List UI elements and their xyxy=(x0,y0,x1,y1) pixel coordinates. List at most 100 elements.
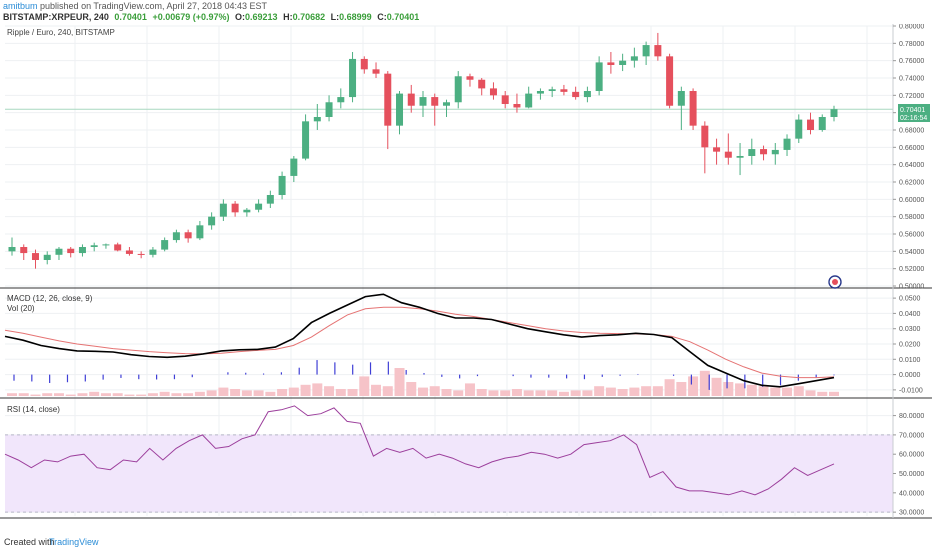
candle-body xyxy=(290,158,298,176)
volume-bar xyxy=(723,382,734,396)
volume-bar xyxy=(42,393,53,396)
price-badge-countdown: 02:16:54 xyxy=(900,115,927,122)
candle-body xyxy=(807,119,815,130)
volume-bar xyxy=(65,394,76,396)
price-tick-label: 0.62000 xyxy=(899,180,924,187)
volume-bar xyxy=(746,384,757,396)
volume-bar xyxy=(782,387,793,396)
price-tick-label: 0.80000 xyxy=(899,24,924,31)
rsi-band-fill xyxy=(5,434,893,513)
rsi-band xyxy=(5,434,893,513)
indicator-lines xyxy=(4,293,835,496)
candle-body xyxy=(372,69,380,74)
volume-bar xyxy=(699,370,710,396)
candle-body xyxy=(642,45,650,57)
published-text: published on TradingView.com, April 27, … xyxy=(40,1,268,11)
ohlc-line: BITSTAMP:XRPEUR, 240 0.70401 +0.00679 (+… xyxy=(3,12,422,23)
price-tick-label: 0.68000 xyxy=(899,128,924,135)
volume-bar xyxy=(464,383,475,396)
candle-body xyxy=(90,245,98,247)
candle-body xyxy=(501,95,509,104)
volume-bar xyxy=(511,389,522,396)
candle-body xyxy=(748,149,756,156)
volume-bar xyxy=(758,386,769,396)
volume-bar xyxy=(112,393,123,396)
price-tick-label: 0.50000 xyxy=(899,284,924,291)
price-badge: 0.70401 02:16:54 xyxy=(898,104,930,122)
candle-body xyxy=(255,203,263,210)
volume-bar xyxy=(171,393,182,396)
candle-body xyxy=(478,79,486,89)
volume-bar xyxy=(641,386,652,396)
candle-body xyxy=(184,232,192,239)
candle-body xyxy=(419,97,427,106)
volume-bar xyxy=(359,376,370,396)
price-tick-label: 0.76000 xyxy=(899,58,924,65)
candle-body xyxy=(736,156,744,158)
candle-body xyxy=(149,249,157,255)
candle-body xyxy=(55,248,63,255)
volume-bar xyxy=(194,391,205,396)
volume-bar xyxy=(711,377,722,396)
candle-body xyxy=(466,76,474,80)
candle-body xyxy=(454,76,462,103)
volume-bar xyxy=(617,389,628,396)
candle-body xyxy=(795,119,803,139)
rsi-tick-label: 30.0000 xyxy=(899,510,924,517)
candle-body xyxy=(630,56,638,61)
candle-body xyxy=(771,149,779,155)
volume-bar xyxy=(394,368,405,396)
volume-bar xyxy=(218,387,229,396)
volume-bar xyxy=(500,390,511,396)
rsi-tick-label: 40.0000 xyxy=(899,490,924,497)
candle-body xyxy=(172,232,180,241)
price-tick-label: 0.60000 xyxy=(899,197,924,204)
candle-body xyxy=(760,149,768,155)
candle-body xyxy=(243,209,251,213)
tradingview-brand-link[interactable]: TradingView xyxy=(49,537,99,547)
candle-body xyxy=(43,254,51,260)
volume-bar xyxy=(582,390,593,396)
last-price: 0.70401 xyxy=(114,12,147,22)
price-badge-bg xyxy=(898,104,930,122)
volume-bar xyxy=(535,390,546,396)
volume-bar xyxy=(406,382,417,396)
chart-area[interactable]: 0.800000.780000.760000.740000.720000.700… xyxy=(0,24,932,524)
candle-body xyxy=(689,91,697,126)
price-axes[interactable]: 0.800000.780000.760000.740000.720000.700… xyxy=(893,24,924,517)
volume-bar xyxy=(817,391,828,396)
macd-tick-label: 0.0500 xyxy=(899,296,921,303)
candle-body xyxy=(78,247,86,254)
candles xyxy=(8,32,838,269)
rsi-tick-label: 70.0000 xyxy=(899,432,924,439)
volume-bar xyxy=(159,391,170,396)
open-value: 0.69213 xyxy=(245,12,278,22)
publish-line: amitbum published on TradingView.com, Ap… xyxy=(3,1,267,12)
rsi-pane-title: RSI (14, close) xyxy=(7,405,60,414)
volume-bar xyxy=(206,390,217,396)
candle-body xyxy=(619,60,627,65)
macd-line xyxy=(4,293,835,388)
volume-bar xyxy=(324,386,335,396)
volume-bar xyxy=(288,387,299,396)
volume-bar xyxy=(147,393,158,396)
author-link[interactable]: amitbum xyxy=(3,1,38,11)
volume-bar xyxy=(77,393,88,396)
candle-body xyxy=(607,62,615,65)
high-label: H: xyxy=(283,12,293,22)
price-tick-label: 0.54000 xyxy=(899,249,924,256)
volume-bar xyxy=(347,389,358,396)
volume-bar xyxy=(312,383,323,396)
price-tick-label: 0.56000 xyxy=(899,232,924,239)
low-label: L: xyxy=(330,12,340,22)
volume-bar xyxy=(805,390,816,396)
volume-bar xyxy=(558,391,569,396)
volume-bar xyxy=(371,384,382,396)
candle-body xyxy=(583,91,591,98)
chart-header: amitbum published on TradingView.com, Ap… xyxy=(0,0,932,24)
macd-tick-label: 0.0000 xyxy=(899,372,921,379)
volume-bar xyxy=(676,382,687,396)
volume-bar xyxy=(652,386,663,396)
volume-bar xyxy=(30,394,41,396)
candle-body xyxy=(489,88,497,96)
